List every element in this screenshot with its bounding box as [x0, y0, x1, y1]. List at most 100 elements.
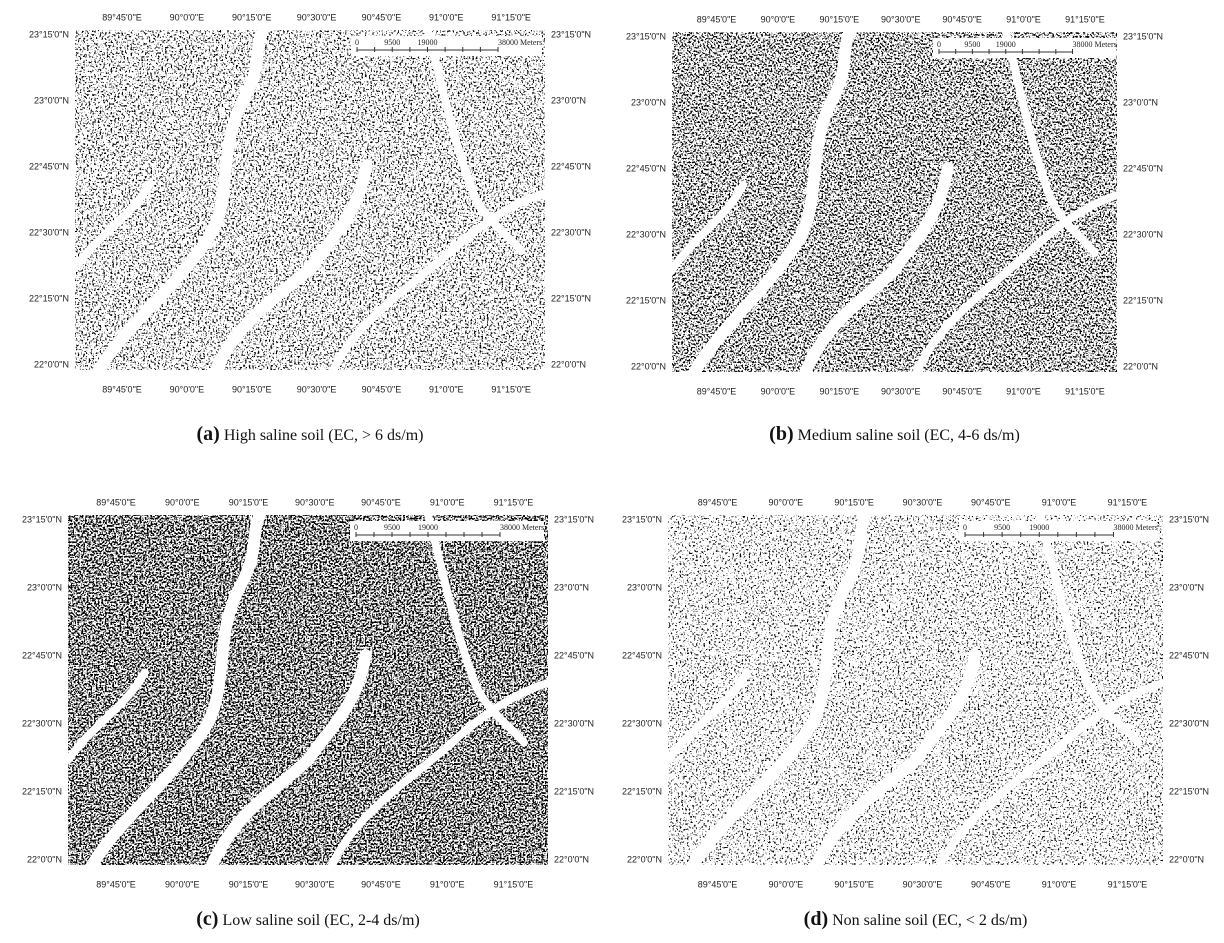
scale-backdrop — [933, 38, 1117, 58]
lat-label: 22°30'0"N — [551, 227, 591, 237]
river — [64, 668, 149, 764]
river — [912, 191, 1121, 376]
caption-label: (b) — [769, 423, 793, 445]
lat-label: 22°0'0"N — [1169, 854, 1204, 864]
caption: (b) Medium saline soil (EC, 4-6 ds/m) — [769, 423, 1020, 445]
lon-label: 91°0'0"E — [429, 12, 464, 22]
lon-label: 91°0'0"E — [1042, 497, 1077, 507]
lon-label: 90°30'0"E — [903, 497, 943, 507]
river — [799, 162, 954, 378]
lat-label: 22°30'0"N — [622, 718, 662, 728]
river — [1035, 511, 1143, 747]
lat-label: 22°15'0"N — [1123, 295, 1163, 305]
scale-label: 38000 Meters — [1114, 523, 1158, 532]
lon-label: 90°0'0"E — [769, 879, 804, 889]
lon-label: 91°15'0"E — [1065, 386, 1105, 396]
scale-label: 19000 — [418, 38, 438, 47]
caption: (a) High saline soil (EC, > 6 ds/m) — [196, 423, 423, 445]
map-panel: 89°45'0"E 89°45'0"E 90°0'0"E 90°0'0"E 90°15'… — [622, 497, 1209, 930]
lon-label: 90°0'0"E — [761, 386, 796, 396]
scale-label: 9500 — [384, 523, 400, 532]
lat-label: 23°15'0"N — [622, 514, 662, 524]
scale-label: 0 — [355, 38, 359, 47]
river — [210, 160, 373, 376]
lat-label: 23°15'0"N — [554, 514, 594, 524]
lat-label: 23°0'0"N — [27, 582, 62, 592]
lat-label: 23°0'0"N — [627, 582, 662, 592]
map-speckle — [672, 32, 1117, 372]
lon-label: 90°15'0"E — [834, 497, 874, 507]
lat-label: 23°15'0"N — [626, 31, 666, 41]
lat-label: 22°0'0"N — [27, 854, 62, 864]
lon-label: 89°45'0"E — [697, 386, 737, 396]
lat-label: 22°15'0"N — [22, 786, 62, 796]
lon-label: 90°0'0"E — [170, 384, 205, 394]
lat-label: 22°15'0"N — [551, 293, 591, 303]
caption-text: Medium saline soil (EC, 4-6 ds/m) — [798, 427, 1020, 444]
lon-label: 91°15'0"E — [491, 12, 531, 22]
river — [71, 179, 155, 272]
lon-label: 91°0'0"E — [1006, 386, 1041, 396]
lat-label: 22°15'0"N — [622, 786, 662, 796]
river — [1001, 28, 1099, 257]
lon-label: 89°45'0"E — [698, 497, 738, 507]
lon-label: 91°15'0"E — [491, 384, 531, 394]
scale-label: 0 — [937, 40, 941, 49]
scale-label: 9500 — [994, 523, 1010, 532]
lon-label: 90°30'0"E — [295, 879, 335, 889]
lon-label: 90°30'0"E — [297, 12, 337, 22]
lat-label: 22°30'0"N — [1169, 718, 1209, 728]
lon-label: 91°0'0"E — [1042, 879, 1077, 889]
lat-label: 22°30'0"N — [626, 229, 666, 239]
lat-label: 22°30'0"N — [29, 227, 69, 237]
lon-label: 90°30'0"E — [881, 386, 921, 396]
lon-label: 90°30'0"E — [903, 879, 943, 889]
lon-label: 90°45'0"E — [942, 386, 982, 396]
lat-label: 23°0'0"N — [1123, 97, 1158, 107]
caption-text: High saline soil (EC, > 6 ds/m) — [224, 427, 424, 444]
river — [810, 649, 981, 871]
lat-label: 23°0'0"N — [551, 95, 586, 105]
lon-label: 90°15'0"E — [229, 879, 269, 889]
river — [668, 181, 748, 274]
scale-label: 38000 Meters — [1073, 40, 1117, 49]
lon-label: 90°30'0"E — [297, 384, 337, 394]
lat-label: 22°45'0"N — [22, 650, 62, 660]
caption-text: Low saline soil (EC, 2-4 ds/m) — [222, 912, 419, 929]
lon-label: 90°15'0"E — [232, 12, 272, 22]
lon-label: 91°0'0"E — [430, 497, 465, 507]
river — [423, 26, 526, 255]
lon-label: 91°15'0"E — [1108, 497, 1148, 507]
scale-label: 38000 Meters — [500, 523, 544, 532]
caption-label: (d) — [804, 908, 828, 930]
lat-label: 23°15'0"N — [1123, 31, 1163, 41]
lat-label: 22°0'0"N — [627, 854, 662, 864]
scale-label: 19000 — [418, 523, 438, 532]
lon-label: 90°0'0"E — [165, 879, 200, 889]
river — [328, 679, 552, 869]
river — [936, 679, 1167, 869]
lat-label: 22°30'0"N — [22, 718, 62, 728]
lat-label: 22°0'0"N — [631, 361, 666, 371]
lon-label: 90°45'0"E — [971, 879, 1011, 889]
caption-text: Non saline soil (EC, < 2 ds/m) — [832, 912, 1027, 929]
lon-label: 89°45'0"E — [102, 12, 142, 22]
lon-label: 90°45'0"E — [361, 497, 401, 507]
map-speckle — [668, 515, 1163, 865]
lat-label: 22°15'0"N — [1169, 786, 1209, 796]
lon-label: 90°30'0"E — [295, 497, 335, 507]
river — [686, 509, 872, 871]
scale-label: 9500 — [384, 38, 400, 47]
scale-backdrop — [351, 36, 542, 56]
river — [424, 511, 528, 747]
lon-label: 90°0'0"E — [170, 12, 205, 22]
lon-label: 90°45'0"E — [971, 497, 1011, 507]
lat-label: 22°45'0"N — [554, 650, 594, 660]
lat-label: 23°15'0"N — [1169, 514, 1209, 524]
lat-label: 22°0'0"N — [34, 359, 69, 369]
lon-label: 91°15'0"E — [1065, 14, 1105, 24]
map-panel: 89°45'0"E 89°45'0"E 90°0'0"E 90°0'0"E 90°15'… — [22, 497, 594, 930]
lon-label: 89°45'0"E — [96, 879, 136, 889]
lon-label: 90°15'0"E — [820, 386, 860, 396]
lat-label: 22°45'0"N — [29, 161, 69, 171]
